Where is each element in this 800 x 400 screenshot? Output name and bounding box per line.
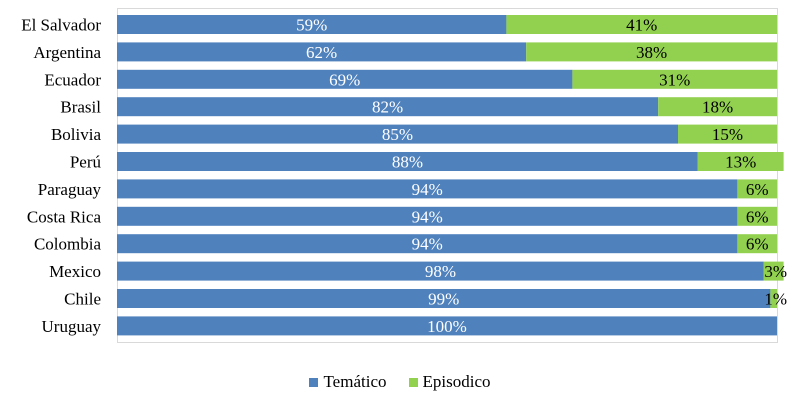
bar-tematico-ecuador	[117, 69, 573, 89]
bar-episodico-bolivia	[678, 124, 777, 144]
data-label-tematico-ecuador: 69%	[329, 70, 360, 89]
data-label-episodico-colombia: 6%	[746, 235, 769, 254]
bars-layer	[117, 15, 784, 336]
bar-episodico-colombia	[737, 234, 777, 254]
data-label-episodico-mexico: 3%	[764, 262, 787, 281]
data-label-tematico-costa-rica: 94%	[412, 207, 443, 226]
legend-item-tematico: Temático	[309, 372, 387, 392]
data-label-tematico-mexico: 98%	[425, 262, 456, 281]
data-label-episodico-bolivia: 15%	[712, 125, 743, 144]
data-label-episodico-ecuador: 31%	[659, 70, 690, 89]
bar-episodico-el-salvador	[506, 15, 777, 34]
category-label-el-salvador: El Salvador	[21, 16, 101, 35]
category-label-mexico: Mexico	[49, 262, 101, 281]
legend-item-episodico: Episodico	[408, 372, 491, 392]
bar-tematico-brasil	[117, 97, 659, 117]
data-label-tematico-el-salvador: 59%	[296, 16, 327, 35]
data-label-episodico-argentina: 38%	[636, 43, 667, 62]
category-label-colombia: Colombia	[34, 235, 102, 254]
data-label-episodico-peru: 13%	[725, 153, 756, 172]
bar-episodico-mexico	[763, 261, 784, 281]
legend-swatch-tematico	[309, 377, 319, 387]
plot-area-border	[117, 8, 778, 343]
bar-tematico-peru	[117, 152, 698, 171]
legend: Temático Episodico	[0, 371, 800, 393]
data-label-tematico-brasil: 82%	[372, 98, 403, 117]
bar-episodico-costa-rica	[737, 206, 777, 226]
data-label-tematico-colombia: 94%	[412, 235, 443, 254]
category-label-chile: Chile	[64, 290, 101, 309]
category-label-peru: Perú	[70, 153, 102, 172]
bar-tematico-costa-rica	[117, 206, 738, 226]
legend-swatch-episodico	[408, 377, 418, 387]
data-label-tematico-bolivia: 85%	[382, 125, 413, 144]
bar-tematico-chile	[117, 289, 771, 308]
bar-tematico-el-salvador	[117, 15, 507, 34]
data-label-episodico-brasil: 18%	[702, 98, 733, 117]
data-label-episodico-paraguay: 6%	[746, 180, 769, 199]
legend-label-tematico: Temático	[323, 372, 387, 391]
data-label-tematico-peru: 88%	[392, 153, 423, 172]
legend-label-episodico: Episodico	[422, 372, 491, 391]
bar-tematico-mexico	[117, 261, 764, 281]
category-label-brasil: Brasil	[60, 98, 101, 117]
category-label-ecuador: Ecuador	[44, 70, 101, 89]
bar-episodico-ecuador	[572, 69, 777, 89]
bar-tematico-uruguay	[117, 316, 777, 336]
bar-episodico-brasil	[658, 97, 777, 117]
category-label-uruguay: Uruguay	[42, 317, 102, 336]
category-label-argentina: Argentina	[33, 43, 101, 62]
category-label-bolivia: Bolivia	[51, 125, 102, 144]
category-label-costa-rica: Costa Rica	[27, 207, 102, 226]
labels-layer: 59% 41% 62% 38% 69% 31% 82% 18% 85% 15% 88% 13% 94% 6…	[296, 16, 787, 336]
data-label-tematico-chile: 99%	[428, 290, 459, 309]
data-label-tematico-argentina: 62%	[306, 43, 337, 62]
bar-tematico-colombia	[117, 234, 738, 254]
data-label-episodico-chile: 1%	[764, 290, 787, 309]
data-label-tematico-paraguay: 94%	[412, 180, 443, 199]
category-labels: El Salvador Argentina Ecuador Brasil Bolivia…	[21, 16, 101, 336]
bar-episodico-chile	[770, 289, 777, 308]
data-label-episodico-el-salvador: 41%	[626, 16, 657, 35]
category-label-paraguay: Paraguay	[38, 180, 102, 199]
bar-tematico-paraguay	[117, 179, 738, 199]
bar-tematico-argentina	[117, 42, 527, 62]
bar-episodico-peru	[697, 152, 784, 171]
stacked-bar-chart: 59% 41% 62% 38% 69% 31% 82% 18% 85% 15% 88% 13% 94% 6…	[21, 8, 787, 343]
bar-tematico-bolivia	[117, 124, 678, 144]
bar-episodico-paraguay	[737, 179, 777, 199]
data-label-episodico-costa-rica: 6%	[746, 207, 769, 226]
bar-episodico-argentina	[526, 42, 777, 62]
data-label-tematico-uruguay: 100%	[427, 317, 467, 336]
